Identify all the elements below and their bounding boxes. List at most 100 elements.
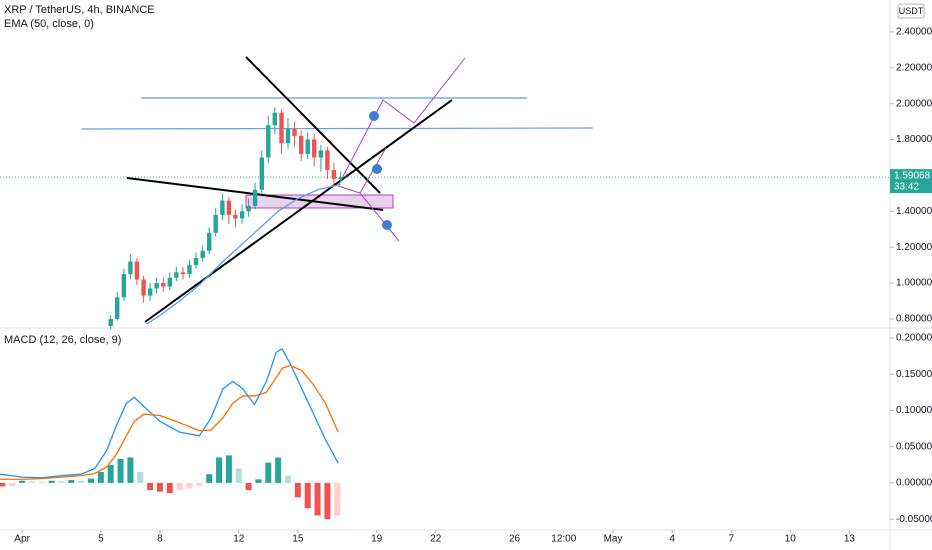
y-tick-label: 0.15000 xyxy=(896,369,932,380)
y-tick-label: 0.00000 xyxy=(896,478,932,489)
histogram-bar xyxy=(294,482,301,498)
last-price-label: 1.59068 xyxy=(894,171,931,182)
y-tick-label: 0.05000 xyxy=(896,441,932,452)
histogram-bar xyxy=(216,457,223,483)
histogram-bar xyxy=(78,480,85,483)
y-tick-label: 1.00000 xyxy=(896,278,932,289)
histogram-bar xyxy=(107,464,114,483)
histogram-bar xyxy=(196,482,203,486)
candle-body xyxy=(298,135,304,154)
histogram-bar xyxy=(334,482,341,516)
candle-body xyxy=(318,150,324,158)
candle-body xyxy=(220,200,225,215)
histogram-bar xyxy=(314,482,321,516)
candle-body xyxy=(226,200,232,215)
candle-body xyxy=(161,283,166,287)
histogram-bar xyxy=(9,482,16,486)
histogram-bar xyxy=(28,481,35,483)
candle-body xyxy=(167,277,173,287)
histogram-bar xyxy=(166,482,173,494)
x-tick-label: Apr xyxy=(14,534,30,545)
histogram-bar xyxy=(19,480,26,483)
x-tick-label: 19 xyxy=(371,534,383,545)
candle-body xyxy=(121,274,127,298)
histogram-bar xyxy=(68,480,75,483)
candle-body xyxy=(108,318,113,327)
x-tick-label: 13 xyxy=(844,534,856,545)
marker-dot xyxy=(372,164,382,174)
trend-line xyxy=(245,56,381,194)
y-tick-label: 2.40000 xyxy=(896,27,932,38)
histogram-bar xyxy=(48,480,55,483)
x-tick-label: 7 xyxy=(728,534,734,545)
candle-body xyxy=(128,261,133,275)
candle-body xyxy=(213,214,218,233)
histogram-bar xyxy=(38,482,45,483)
histogram-bar xyxy=(97,472,104,483)
candle-body xyxy=(200,250,205,258)
marker-dot xyxy=(382,220,392,230)
candle-body xyxy=(285,128,291,144)
x-tick-label: 5 xyxy=(98,534,104,545)
candle-body xyxy=(193,257,199,266)
x-tick-label: 8 xyxy=(157,534,163,545)
x-tick-label: 4 xyxy=(669,534,675,545)
candle-body xyxy=(305,139,310,154)
histogram-bar xyxy=(127,457,134,483)
histogram-bar xyxy=(117,458,124,483)
x-tick-label: 26 xyxy=(509,534,521,545)
histogram-bar xyxy=(176,482,183,491)
histogram-bar xyxy=(186,482,193,489)
indicator-label: EMA (50, close, 0) xyxy=(4,18,94,30)
histogram-bar xyxy=(206,474,213,483)
line-series xyxy=(0,364,339,480)
x-tick-label: 12 xyxy=(233,534,245,545)
path-arrow xyxy=(337,57,466,187)
histogram-bar xyxy=(235,468,242,483)
histogram-bar xyxy=(265,462,272,483)
histogram-bar xyxy=(225,455,232,483)
candle-body xyxy=(292,128,297,136)
candle-body xyxy=(252,189,258,206)
candle-body xyxy=(134,261,140,280)
candle-body xyxy=(266,125,271,158)
histogram-bar xyxy=(245,482,252,491)
horizontal-line xyxy=(81,127,594,130)
candle-body xyxy=(174,272,179,278)
y-tick-label: 0.80000 xyxy=(896,314,932,325)
histogram-bar xyxy=(58,481,65,483)
candle-body xyxy=(311,139,317,158)
histogram-bar xyxy=(88,478,95,483)
histogram-bar xyxy=(156,482,163,492)
currency-badge xyxy=(897,3,925,19)
chart-title: XRP / TetherUS, 4h, BINANCE xyxy=(4,4,155,16)
candle-body xyxy=(180,272,186,275)
x-tick-label: 15 xyxy=(292,534,304,545)
histogram-bar xyxy=(255,479,262,483)
candle-body xyxy=(338,177,343,180)
x-tick-label: 10 xyxy=(785,534,797,545)
x-tick-label: 22 xyxy=(430,534,442,545)
candle-body xyxy=(246,205,251,212)
histogram-bar xyxy=(275,457,282,483)
candle-body xyxy=(239,211,245,219)
line-series xyxy=(145,183,341,325)
candle-body xyxy=(272,112,278,126)
y-tick-label: 1.20000 xyxy=(896,242,932,253)
histogram-bar xyxy=(137,472,144,483)
y-tick-label: 1.80000 xyxy=(896,134,932,145)
histogram-bar xyxy=(284,475,291,483)
candle-body xyxy=(259,157,264,190)
x-tick-label: May xyxy=(604,534,623,545)
candle-body xyxy=(233,214,238,219)
candle-body xyxy=(331,170,337,180)
marker-dot xyxy=(369,111,379,121)
currency-label: USDT xyxy=(899,6,924,16)
histogram-bar xyxy=(0,482,6,487)
y-tick-label: 2.00000 xyxy=(896,98,932,109)
histogram-bar xyxy=(324,482,331,520)
candle-body xyxy=(187,265,192,275)
line-series xyxy=(0,347,339,479)
x-tick-label: 12:00 xyxy=(551,534,576,545)
